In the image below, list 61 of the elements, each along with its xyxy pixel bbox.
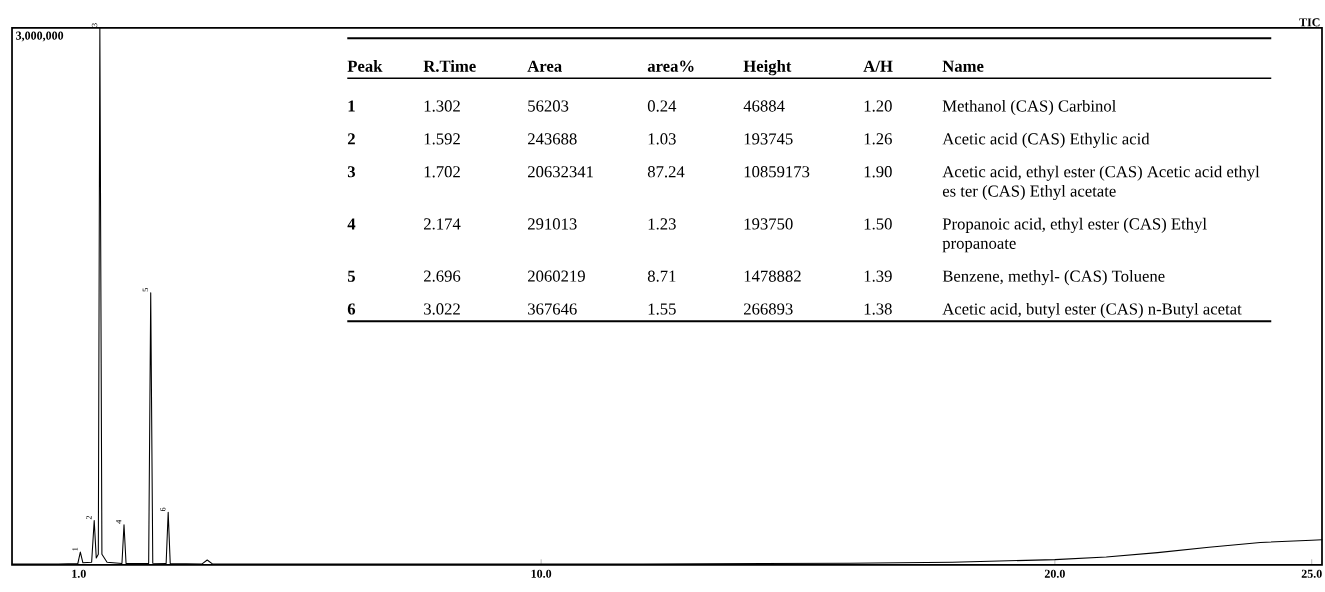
annotation: 1	[72, 547, 78, 551]
annotation: A/H	[863, 60, 893, 72]
annotation: 243688	[528, 133, 577, 145]
annotation: Acetic acid (CAS) Ethylic acid	[942, 132, 1150, 148]
annotation: 1.23	[648, 218, 676, 230]
annotation: 1.03	[648, 133, 676, 145]
annotation: Benzene, methyl- (CAS) Toluene	[942, 270, 1165, 286]
annotation: 4	[347, 218, 356, 230]
annotation: 5	[142, 288, 149, 292]
annotation: 3,000,000	[16, 31, 64, 42]
annotation: 1.26	[864, 133, 892, 145]
x-tick-label: 20.0	[1044, 569, 1065, 578]
annotation: 367646	[528, 303, 577, 315]
annotation: Name	[942, 60, 984, 72]
annotation: 6	[160, 507, 166, 512]
annotation: 3	[347, 166, 356, 178]
annotation: Methanol (CAS) Carbinol	[942, 99, 1116, 116]
annotation: 1478882	[744, 270, 801, 282]
x-tick-label: 10.0	[531, 569, 552, 578]
annotation: 1.38	[864, 303, 892, 315]
annotation: 4	[116, 519, 122, 524]
annotation: 1.50	[864, 218, 892, 230]
annotation: 193750	[744, 218, 793, 230]
annotation: 2	[347, 133, 355, 145]
annotation: 1.90	[864, 166, 892, 178]
annotation: R.Time	[423, 60, 476, 72]
annotation: 56203	[528, 100, 569, 112]
annotation: 1.592	[424, 133, 460, 145]
x-tick-label: 25.0	[1301, 569, 1322, 578]
annotation: Acetic acid, butyl ester (CAS) n-Butyl acetat	[942, 302, 1242, 319]
annotation: 2.696	[424, 270, 461, 282]
annotation: Area	[527, 60, 562, 72]
annotation: 20632341	[528, 166, 593, 178]
x-tick-label: 1.0	[72, 569, 86, 578]
annotation: 6	[347, 303, 356, 315]
annotation: 291013	[528, 218, 577, 230]
annotation: 266893	[744, 303, 793, 315]
annotation: Acetic acid, ethyl ester (CAS) Acetic acid ethyl es ter (CAS) Ethyl acetate	[942, 165, 1260, 201]
annotation: 1	[348, 100, 355, 112]
annotation: area%	[647, 60, 694, 72]
annotation: 5	[347, 270, 355, 282]
annotation: 1.39	[864, 270, 892, 282]
annotation: 3.022	[424, 303, 460, 315]
annotation: 1.55	[648, 303, 676, 315]
annotation: 2060219	[528, 270, 585, 282]
annotation: Propanoic acid, ethyl ester (CAS) Ethyl propanoate	[942, 217, 1207, 253]
annotation: 10859173	[744, 166, 810, 178]
annotation: 193745	[744, 133, 793, 145]
annotation: 2.174	[424, 218, 461, 230]
annotation: Peak	[347, 60, 383, 72]
annotation: 2	[86, 515, 92, 520]
annotation: 1.20	[864, 100, 892, 112]
annotation: 1.702	[424, 166, 460, 178]
annotation: 3	[91, 23, 98, 27]
annotation: 46884	[743, 100, 785, 112]
annotation: Height	[743, 60, 792, 76]
text: TIC	[1299, 18, 1320, 27]
annotation: 0.24	[647, 100, 677, 112]
annotation: 8.71	[647, 270, 676, 282]
annotation: 87.24	[647, 166, 685, 178]
annotation: 1.302	[424, 100, 460, 112]
